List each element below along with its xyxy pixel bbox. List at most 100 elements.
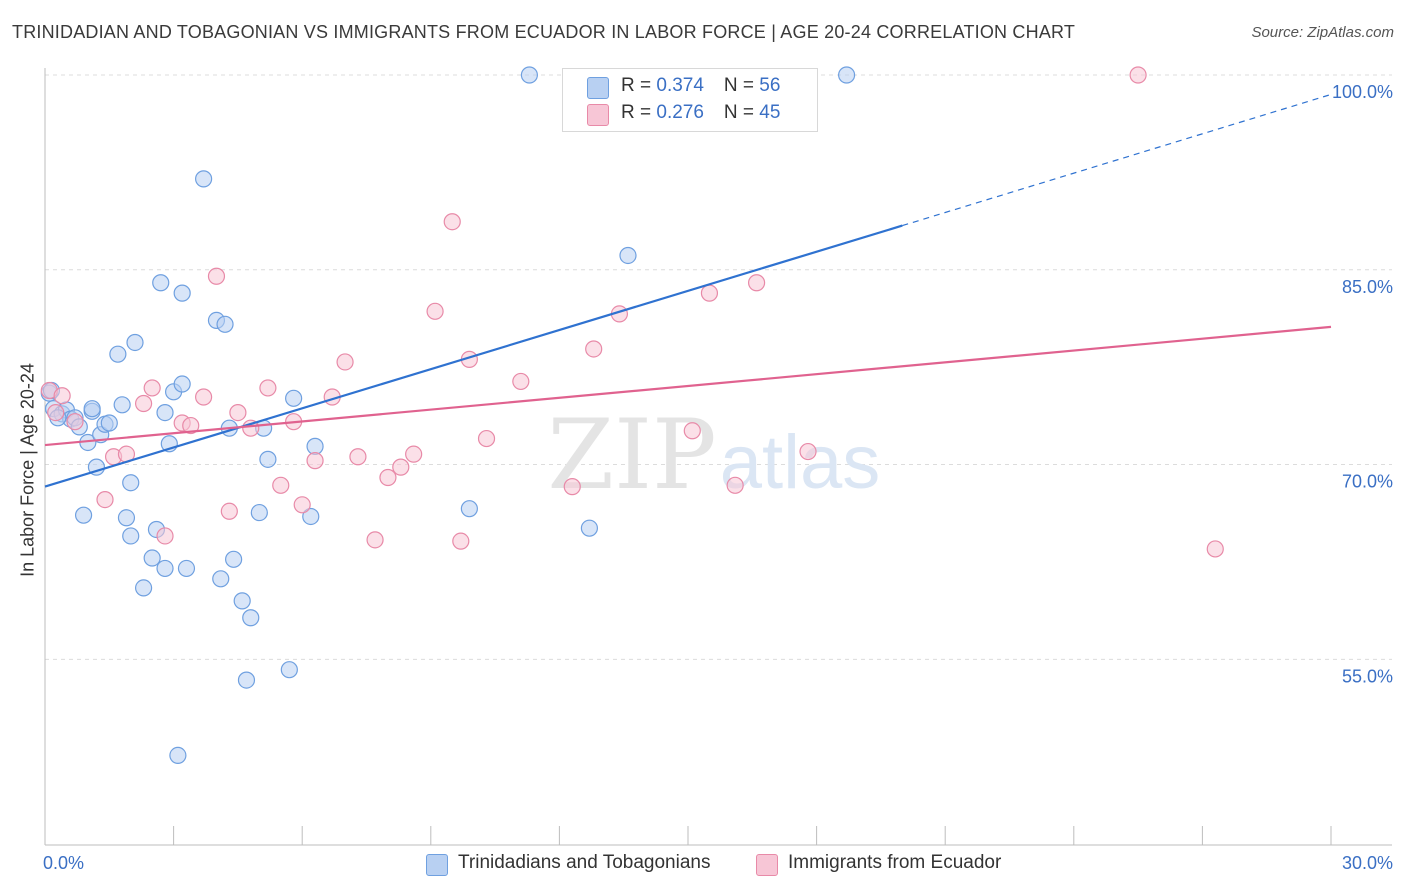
point-trinidadian-47 [302, 507, 320, 526]
point-ecuador-30 [452, 532, 470, 550]
point-trinidadian-40 [237, 671, 256, 689]
point-trinidadian-42 [250, 503, 268, 522]
point-ecuador-11 [195, 388, 213, 406]
point-ecuador-23 [349, 448, 367, 466]
point-trinidadian-20 [126, 333, 144, 352]
watermark: ZIP atlas [547, 399, 880, 511]
x-tick-label-min: 0.0% [43, 853, 84, 873]
r-value-ecuador: 0.276 [656, 102, 704, 123]
stats-text-ecuador: R = 0.276 N = 45 [621, 102, 781, 123]
point-ecuador-34 [563, 478, 581, 496]
grid-lines [45, 74, 1392, 660]
x-tick-label-max: 30.0% [1342, 853, 1393, 873]
stats-text-trinidadian: R = 0.374 N = 56 [621, 75, 781, 96]
trend-line-ecuador [44, 325, 1332, 447]
point-ecuador-8 [156, 527, 174, 545]
point-ecuador-38 [700, 284, 719, 302]
point-ecuador-37 [683, 422, 701, 440]
legend-label-trinidadian: Trinidadians and Tobagonians [458, 852, 711, 873]
y-tick-label-0: 55.0% [1342, 666, 1393, 686]
point-trinidadian-35 [212, 570, 230, 588]
point-trinidadian-49 [460, 500, 478, 518]
point-ecuador-13 [220, 502, 238, 520]
point-ecuador-42 [1129, 66, 1147, 84]
point-trinidadian-29 [169, 746, 187, 765]
point-trinidadian-30 [173, 375, 191, 393]
point-trinidadian-17 [117, 509, 136, 527]
point-trinidadian-44 [259, 450, 277, 468]
point-trinidadian-22 [143, 549, 161, 567]
point-ecuador-6 [134, 394, 153, 413]
point-trinidadian-19 [122, 474, 140, 492]
chart-title: TRINIDADIAN AND TOBAGONIAN VS IMMIGRANTS… [12, 22, 1076, 42]
point-ecuador-40 [747, 274, 766, 292]
y-tick-label-1: 70.0% [1342, 472, 1393, 492]
point-ecuador-35 [585, 340, 603, 358]
point-trinidadian-33 [195, 170, 213, 188]
point-ecuador-32 [477, 429, 496, 448]
point-trinidadian-39 [233, 592, 251, 610]
point-trinidadian-15 [109, 345, 127, 363]
point-trinidadian-48 [306, 437, 324, 455]
point-trinidadian-18 [122, 527, 140, 545]
point-ecuador-10 [182, 416, 200, 435]
point-ecuador-20 [306, 452, 324, 470]
point-trinidadian-41 [242, 609, 260, 627]
point-trinidadian-38 [225, 550, 243, 568]
n-value-ecuador: 45 [759, 102, 781, 123]
watermark-atlas: atlas [720, 420, 881, 505]
point-trinidadian-51 [580, 519, 599, 537]
point-trinidadian-7 [74, 506, 93, 524]
r-value-trinidadian: 0.374 [656, 75, 704, 96]
point-ecuador-43 [1206, 540, 1224, 558]
point-trinidadian-32 [177, 559, 196, 578]
trend-line-trinidadian [44, 224, 903, 488]
point-ecuador-26 [392, 458, 410, 476]
point-trinidadian-36 [216, 315, 234, 333]
point-ecuador-27 [405, 445, 423, 463]
point-trinidadian-16 [113, 396, 131, 414]
trend-lines [44, 93, 1332, 488]
point-trinidadian-46 [285, 389, 303, 407]
axes [44, 68, 1392, 846]
point-ecuador-16 [259, 379, 277, 397]
point-ecuador-1 [53, 387, 71, 405]
point-trinidadian-26 [156, 403, 174, 422]
point-ecuador-25 [379, 468, 397, 487]
data-points [40, 66, 1224, 765]
point-ecuador-41 [799, 442, 817, 461]
y-tick-label-3: 100.0% [1332, 82, 1393, 102]
legend-swatch-ecuador-bottom [756, 854, 778, 876]
point-trinidadian-31 [173, 284, 191, 302]
point-ecuador-28 [426, 302, 444, 320]
point-trinidadian-50 [520, 66, 538, 84]
point-ecuador-33 [512, 372, 530, 391]
stats-legend: R = 0.374 N = 56 R = 0.276 N = 45 [562, 68, 818, 132]
point-trinidadian-24 [152, 274, 170, 292]
point-trinidadian-10 [83, 400, 101, 418]
point-trinidadian-25 [156, 559, 174, 578]
point-ecuador-17 [272, 476, 290, 494]
y-axis-label: In Labor Force | Age 20-24 [17, 363, 38, 577]
tick-labels: 55.0% 70.0% 85.0% 100.0% 0.0% 30.0% [43, 82, 1393, 873]
point-trinidadian-45 [280, 661, 298, 679]
legend-swatch-trinidadian [587, 77, 609, 99]
point-trinidadian-21 [134, 579, 153, 597]
n-value-trinidadian: 56 [759, 75, 781, 96]
point-ecuador-44 [47, 403, 65, 422]
legend-swatch-trinidadian-bottom [426, 854, 448, 876]
point-ecuador-14 [229, 403, 247, 422]
point-ecuador-19 [293, 496, 311, 514]
point-ecuador-7 [143, 379, 161, 397]
point-trinidadian-53 [838, 66, 856, 84]
y-tick-label-2: 85.0% [1342, 277, 1393, 297]
legend-swatch-ecuador [587, 104, 609, 126]
point-trinidadian-52 [619, 246, 637, 265]
point-ecuador-39 [726, 476, 744, 494]
point-ecuador-24 [366, 531, 384, 549]
point-ecuador-29 [443, 213, 461, 231]
point-ecuador-3 [96, 490, 114, 509]
chart-source: Source: ZipAtlas.com [1251, 24, 1394, 41]
trend-line-trinidadian-extension [902, 93, 1332, 227]
